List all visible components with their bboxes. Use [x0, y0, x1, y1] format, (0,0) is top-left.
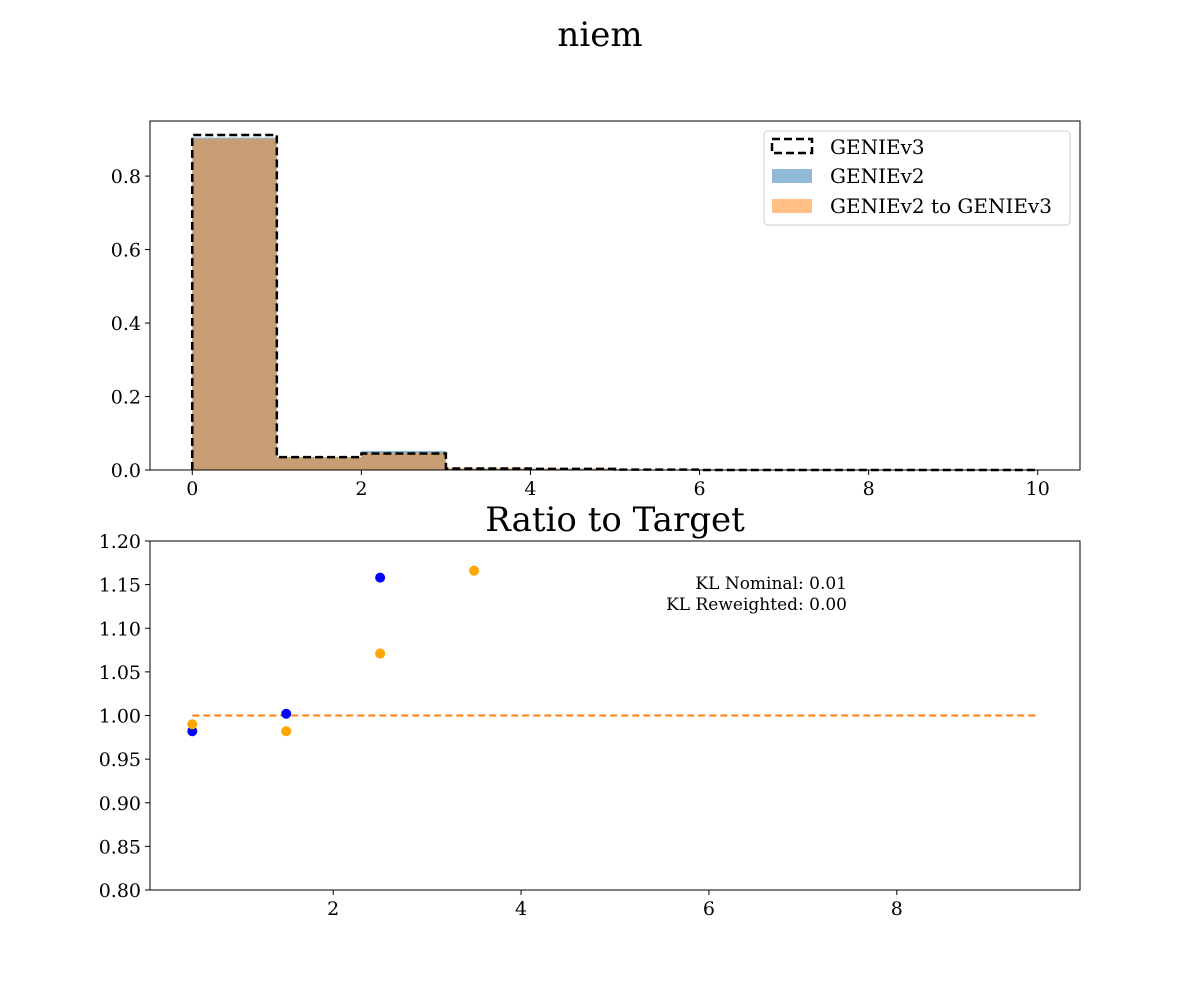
- ratio-point-series-1: [281, 726, 292, 737]
- histogram-frame: [149, 120, 1081, 471]
- figure-title: niem: [557, 15, 642, 55]
- ratio-ytick-label: 0.95: [99, 749, 141, 771]
- legend-label-genie-v2: GENIEv2: [830, 164, 925, 188]
- hist-bar-geniev2-to-geniev3: [276, 457, 362, 470]
- legend-swatch-genie-v2: [772, 169, 812, 183]
- legend-label-genie-v3: GENIEv3: [830, 135, 925, 159]
- histogram-ticks: 0 2 4 6 8 10 0.0 0.2 0.4 0.6 0.8: [111, 166, 1050, 500]
- ratio-xtick-label: 2: [327, 898, 339, 920]
- ratio-xtick-label: 8: [891, 898, 903, 920]
- ratio-point-series-1: [469, 565, 480, 576]
- hist-xtick-label: 4: [524, 478, 536, 500]
- hist-xtick-label: 8: [863, 478, 875, 500]
- ratio-panel: Ratio to Target 2 4 6 8 0.80 0.85 0.90 0.95 1.00…: [99, 500, 1081, 920]
- ratio-point-series-1: [187, 719, 198, 730]
- hist-ytick-label: 0.8: [111, 166, 141, 188]
- ratio-marks: [187, 565, 1038, 737]
- ratio-point-series-0: [375, 572, 386, 583]
- legend-box: [763, 130, 1071, 226]
- hist-ytick-label: 0.0: [111, 460, 141, 482]
- kl-reweighted-annotation: KL Reweighted: 0.00: [666, 595, 847, 615]
- hist-ytick-label: 0.6: [111, 240, 141, 262]
- hist-step-geniev3: [191, 133, 1038, 472]
- hist-xtick-label: 0: [186, 478, 198, 500]
- histogram-panel: 0 2 4 6 8 10 0.0 0.2 0.4 0.6 0.8 GENIEv3 GENIEv2 G…: [111, 120, 1081, 500]
- ratio-title: Ratio to Target: [485, 500, 745, 540]
- ratio-ytick-label: 0.80: [99, 880, 141, 902]
- hist-bar-geniev2-to-geniev3: [192, 138, 277, 471]
- ratio-ytick-label: 0.85: [99, 836, 141, 858]
- hist-bar-geniev2-to-geniev3: [361, 452, 446, 470]
- legend-swatch-genie-v3: [770, 137, 814, 155]
- hist-ytick-label: 0.2: [111, 387, 141, 409]
- legend-label-genie-v2-to-v3: GENIEv2 to GENIEv3: [830, 194, 1052, 218]
- hist-bar-geniev2-to-geniev3: [445, 468, 531, 470]
- ratio-ytick-label: 0.90: [99, 793, 141, 815]
- ratio-ytick-label: 1.05: [99, 662, 141, 684]
- ratio-xtick-label: 6: [703, 898, 715, 920]
- ratio-ytick-label: 1.20: [99, 531, 141, 553]
- ratio-point-series-0: [187, 726, 198, 737]
- ratio-ticks: 2 4 6 8 0.80 0.85 0.90 0.95 1.00 1.05 1.10 1.15 1.20: [99, 531, 903, 920]
- histogram-marks: [191, 133, 1038, 472]
- kl-nominal-annotation: KL Nominal: 0.01: [695, 574, 847, 594]
- legend-swatch-genie-v2-to-v3: [772, 199, 812, 213]
- ratio-ytick-label: 1.00: [99, 706, 141, 728]
- hist-xtick-label: 10: [1026, 478, 1050, 500]
- ratio-point-series-1: [375, 648, 386, 659]
- histogram-legend: GENIEv3 GENIEv2 GENIEv2 to GENIEv3: [763, 130, 1071, 226]
- hist-xtick-label: 6: [693, 478, 705, 500]
- hist-xtick-label: 2: [355, 478, 367, 500]
- hist-ytick-label: 0.4: [111, 313, 141, 335]
- ratio-xtick-label: 4: [515, 898, 527, 920]
- ratio-ytick-label: 1.10: [99, 618, 141, 640]
- ratio-point-series-0: [281, 708, 292, 719]
- ratio-ytick-label: 1.15: [99, 575, 141, 597]
